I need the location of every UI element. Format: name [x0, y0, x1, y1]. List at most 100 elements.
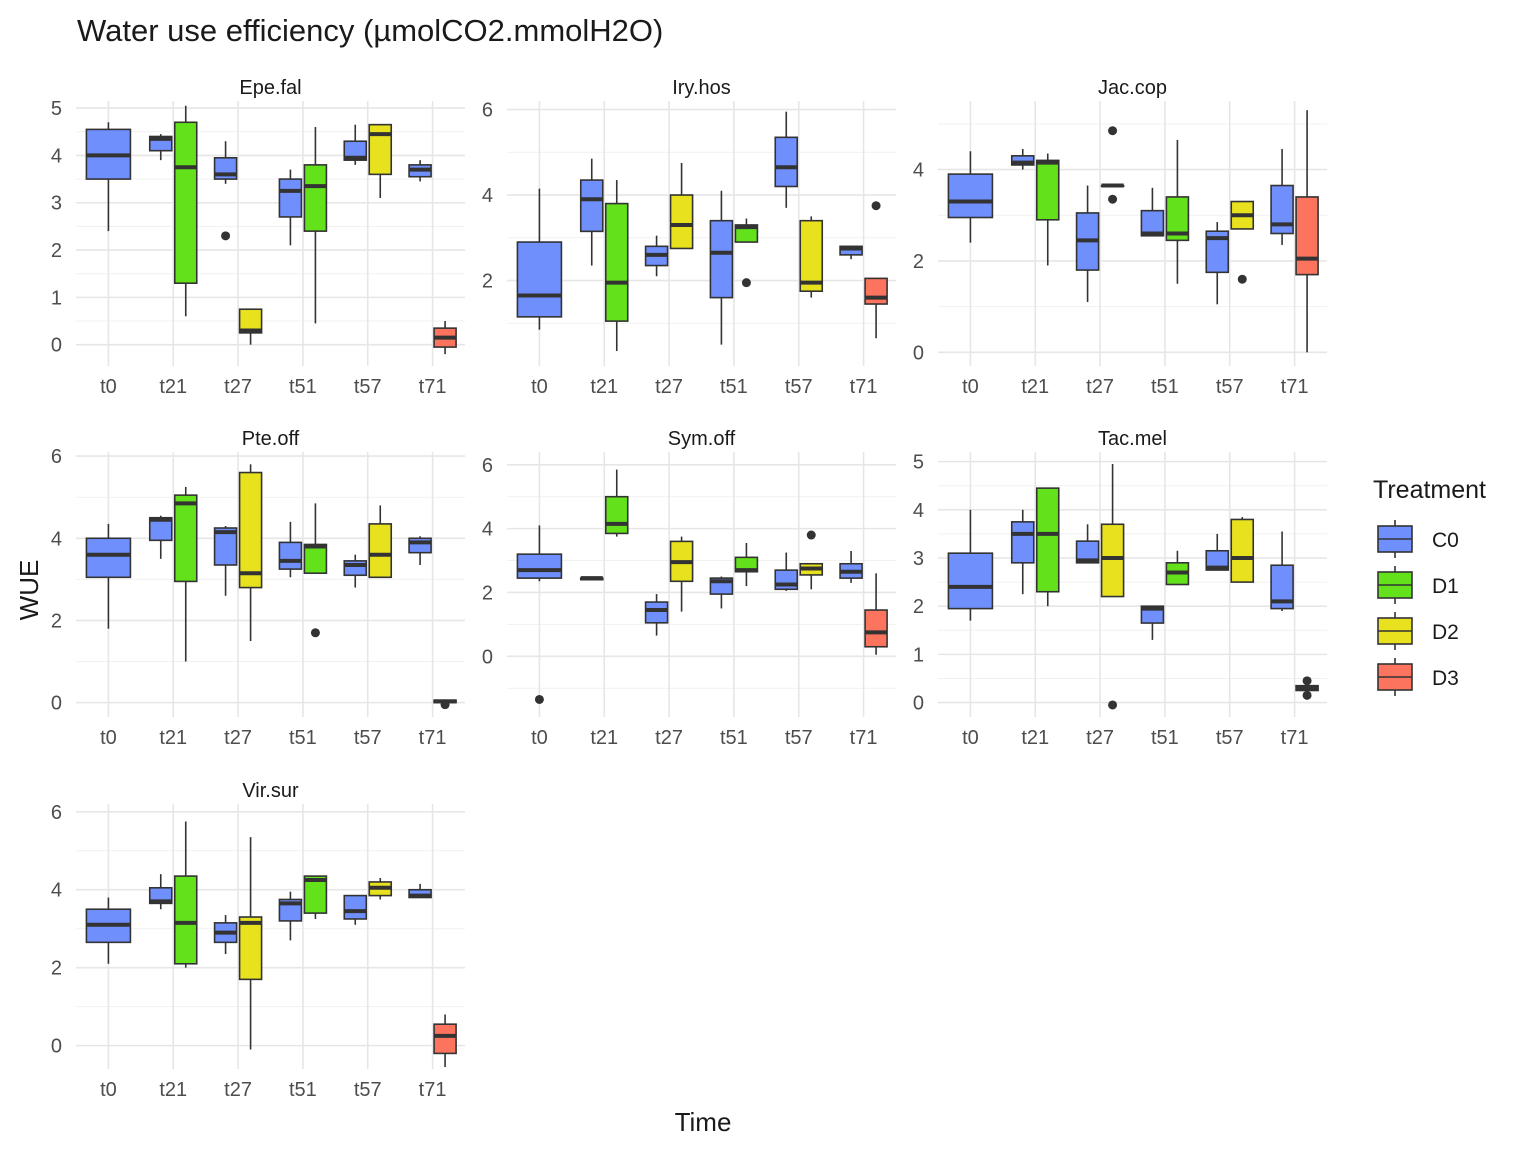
box-t21-C0: [148, 515, 173, 559]
y-tick-label: 0: [51, 335, 62, 357]
x-tick-label: t21: [590, 376, 618, 398]
box-iqr: [709, 219, 734, 299]
y-tick-label: 0: [51, 693, 62, 715]
box-iqr: [864, 609, 888, 648]
legend-label: D1: [1432, 575, 1459, 598]
box-t71-C0: [408, 536, 432, 565]
box-t71-D3: [864, 573, 888, 655]
y-tick-label: 2: [913, 251, 924, 273]
facet-panel-jac-cop: 0 2 4 t0 t21 t27 t51 t57 t71 Jac.cop: [913, 77, 1327, 398]
legend-items: C0 D1 D2 D3: [1377, 520, 1459, 696]
y-tick-label: 4: [482, 519, 493, 541]
facet-strip-label: Epe.fal: [239, 77, 301, 99]
outlier-point: [440, 700, 450, 710]
box-iqr: [238, 308, 263, 334]
x-tick-label: t71: [1281, 376, 1309, 398]
box-iqr: [516, 241, 563, 318]
box-iqr: [1165, 196, 1190, 242]
box-iqr: [669, 194, 694, 250]
x-tick-label: t0: [100, 376, 117, 398]
y-tick-label: 6: [482, 455, 493, 477]
box-iqr: [343, 140, 368, 161]
box-iqr: [278, 178, 303, 218]
box-t21-C0: [148, 134, 173, 161]
facet-strip-label: Jac.cop: [1098, 77, 1167, 99]
box-iqr: [799, 219, 824, 293]
box-t21-D1: [604, 180, 629, 352]
x-tick-label: t71: [1281, 727, 1309, 749]
y-tick-label: 4: [913, 500, 924, 522]
x-tick-label: t71: [850, 376, 878, 398]
box-t71-C0: [839, 550, 863, 583]
x-tick-label: t0: [962, 727, 979, 749]
x-tick-label: t27: [224, 727, 252, 749]
box-iqr: [1205, 549, 1230, 571]
box-iqr: [1035, 487, 1060, 593]
box-t71-C0: [408, 883, 432, 899]
box-t57-D2: [1230, 200, 1255, 284]
box-iqr: [368, 123, 393, 176]
outlier-point: [1108, 700, 1118, 710]
x-tick-label: t51: [289, 376, 317, 398]
box-t27-D2: [669, 162, 694, 250]
box-t57-C0: [1205, 533, 1230, 571]
y-tick-label: 2: [51, 610, 62, 632]
box-iqr: [516, 553, 563, 579]
x-tick-label: t57: [1216, 727, 1244, 749]
y-tick-label: 5: [913, 452, 924, 474]
outlier-point: [741, 278, 751, 288]
box-t27-C0: [213, 915, 238, 955]
box-t51-D1: [1165, 139, 1190, 284]
facet-panel-vir-sur: 0 2 4 6 t0 t21 t27 t51 t57 t71 Vir.sur: [51, 780, 465, 1101]
box-t21-C0: [579, 576, 604, 581]
box-iqr: [303, 164, 328, 232]
y-tick-label: 6: [51, 446, 62, 468]
box-t71-D3: [1295, 110, 1319, 353]
facet-panel-iry-hos: 2 4 6 t0 t21 t27 t51 t57 t71 Iry.hos: [482, 77, 896, 398]
box-t27-D2: [669, 536, 694, 612]
box-iqr: [947, 552, 994, 610]
box-iqr: [579, 179, 604, 233]
x-tick-label: t51: [289, 727, 317, 749]
box-t21-C0: [148, 874, 173, 910]
box-t57-C0: [1205, 222, 1230, 305]
box-iqr: [604, 495, 629, 535]
y-tick-label: 0: [913, 342, 924, 364]
legend-item-d2: D2: [1377, 612, 1459, 650]
box-iqr: [1205, 230, 1230, 274]
y-tick-label: 6: [482, 100, 493, 122]
facet-strip-label: Vir.sur: [242, 780, 299, 802]
x-tick-label: t51: [720, 376, 748, 398]
box-t71-D3: [864, 201, 888, 339]
y-tick-label: 3: [51, 193, 62, 215]
facet-panel-sym-off: 0 2 4 6 t0 t21 t27 t51 t57 t71 Sym.off: [482, 428, 896, 749]
legend: Treatment C0 D1 D2 D3: [1373, 476, 1486, 696]
box-t57-D2: [799, 530, 824, 590]
box-t57-C0: [343, 124, 368, 165]
box-t27-C0: [213, 141, 238, 241]
box-t21-D1: [604, 469, 629, 537]
box-t57-C0: [774, 552, 799, 591]
x-tick-label: t71: [419, 1079, 447, 1101]
box-iqr: [1010, 155, 1035, 166]
y-tick-label: 4: [51, 528, 62, 550]
box-iqr: [238, 916, 263, 981]
y-tick-label: 2: [482, 271, 493, 293]
box-t21-C0: [1010, 509, 1035, 595]
outlier-point: [1108, 194, 1118, 204]
box-t0-C0: [516, 525, 563, 704]
box-iqr: [1295, 196, 1319, 276]
box-t51-D1: [303, 875, 328, 919]
x-tick-label: t57: [354, 376, 382, 398]
box-t71-D3: [433, 321, 457, 355]
x-tick-label: t21: [1021, 727, 1049, 749]
box-t57-D2: [368, 123, 393, 199]
box-t57-C0: [774, 111, 799, 208]
box-iqr: [278, 541, 303, 570]
box-iqr: [1270, 564, 1294, 610]
box-iqr: [839, 245, 863, 256]
box-iqr: [1010, 521, 1035, 564]
box-iqr: [947, 173, 994, 219]
x-tick-label: t27: [224, 1079, 252, 1101]
